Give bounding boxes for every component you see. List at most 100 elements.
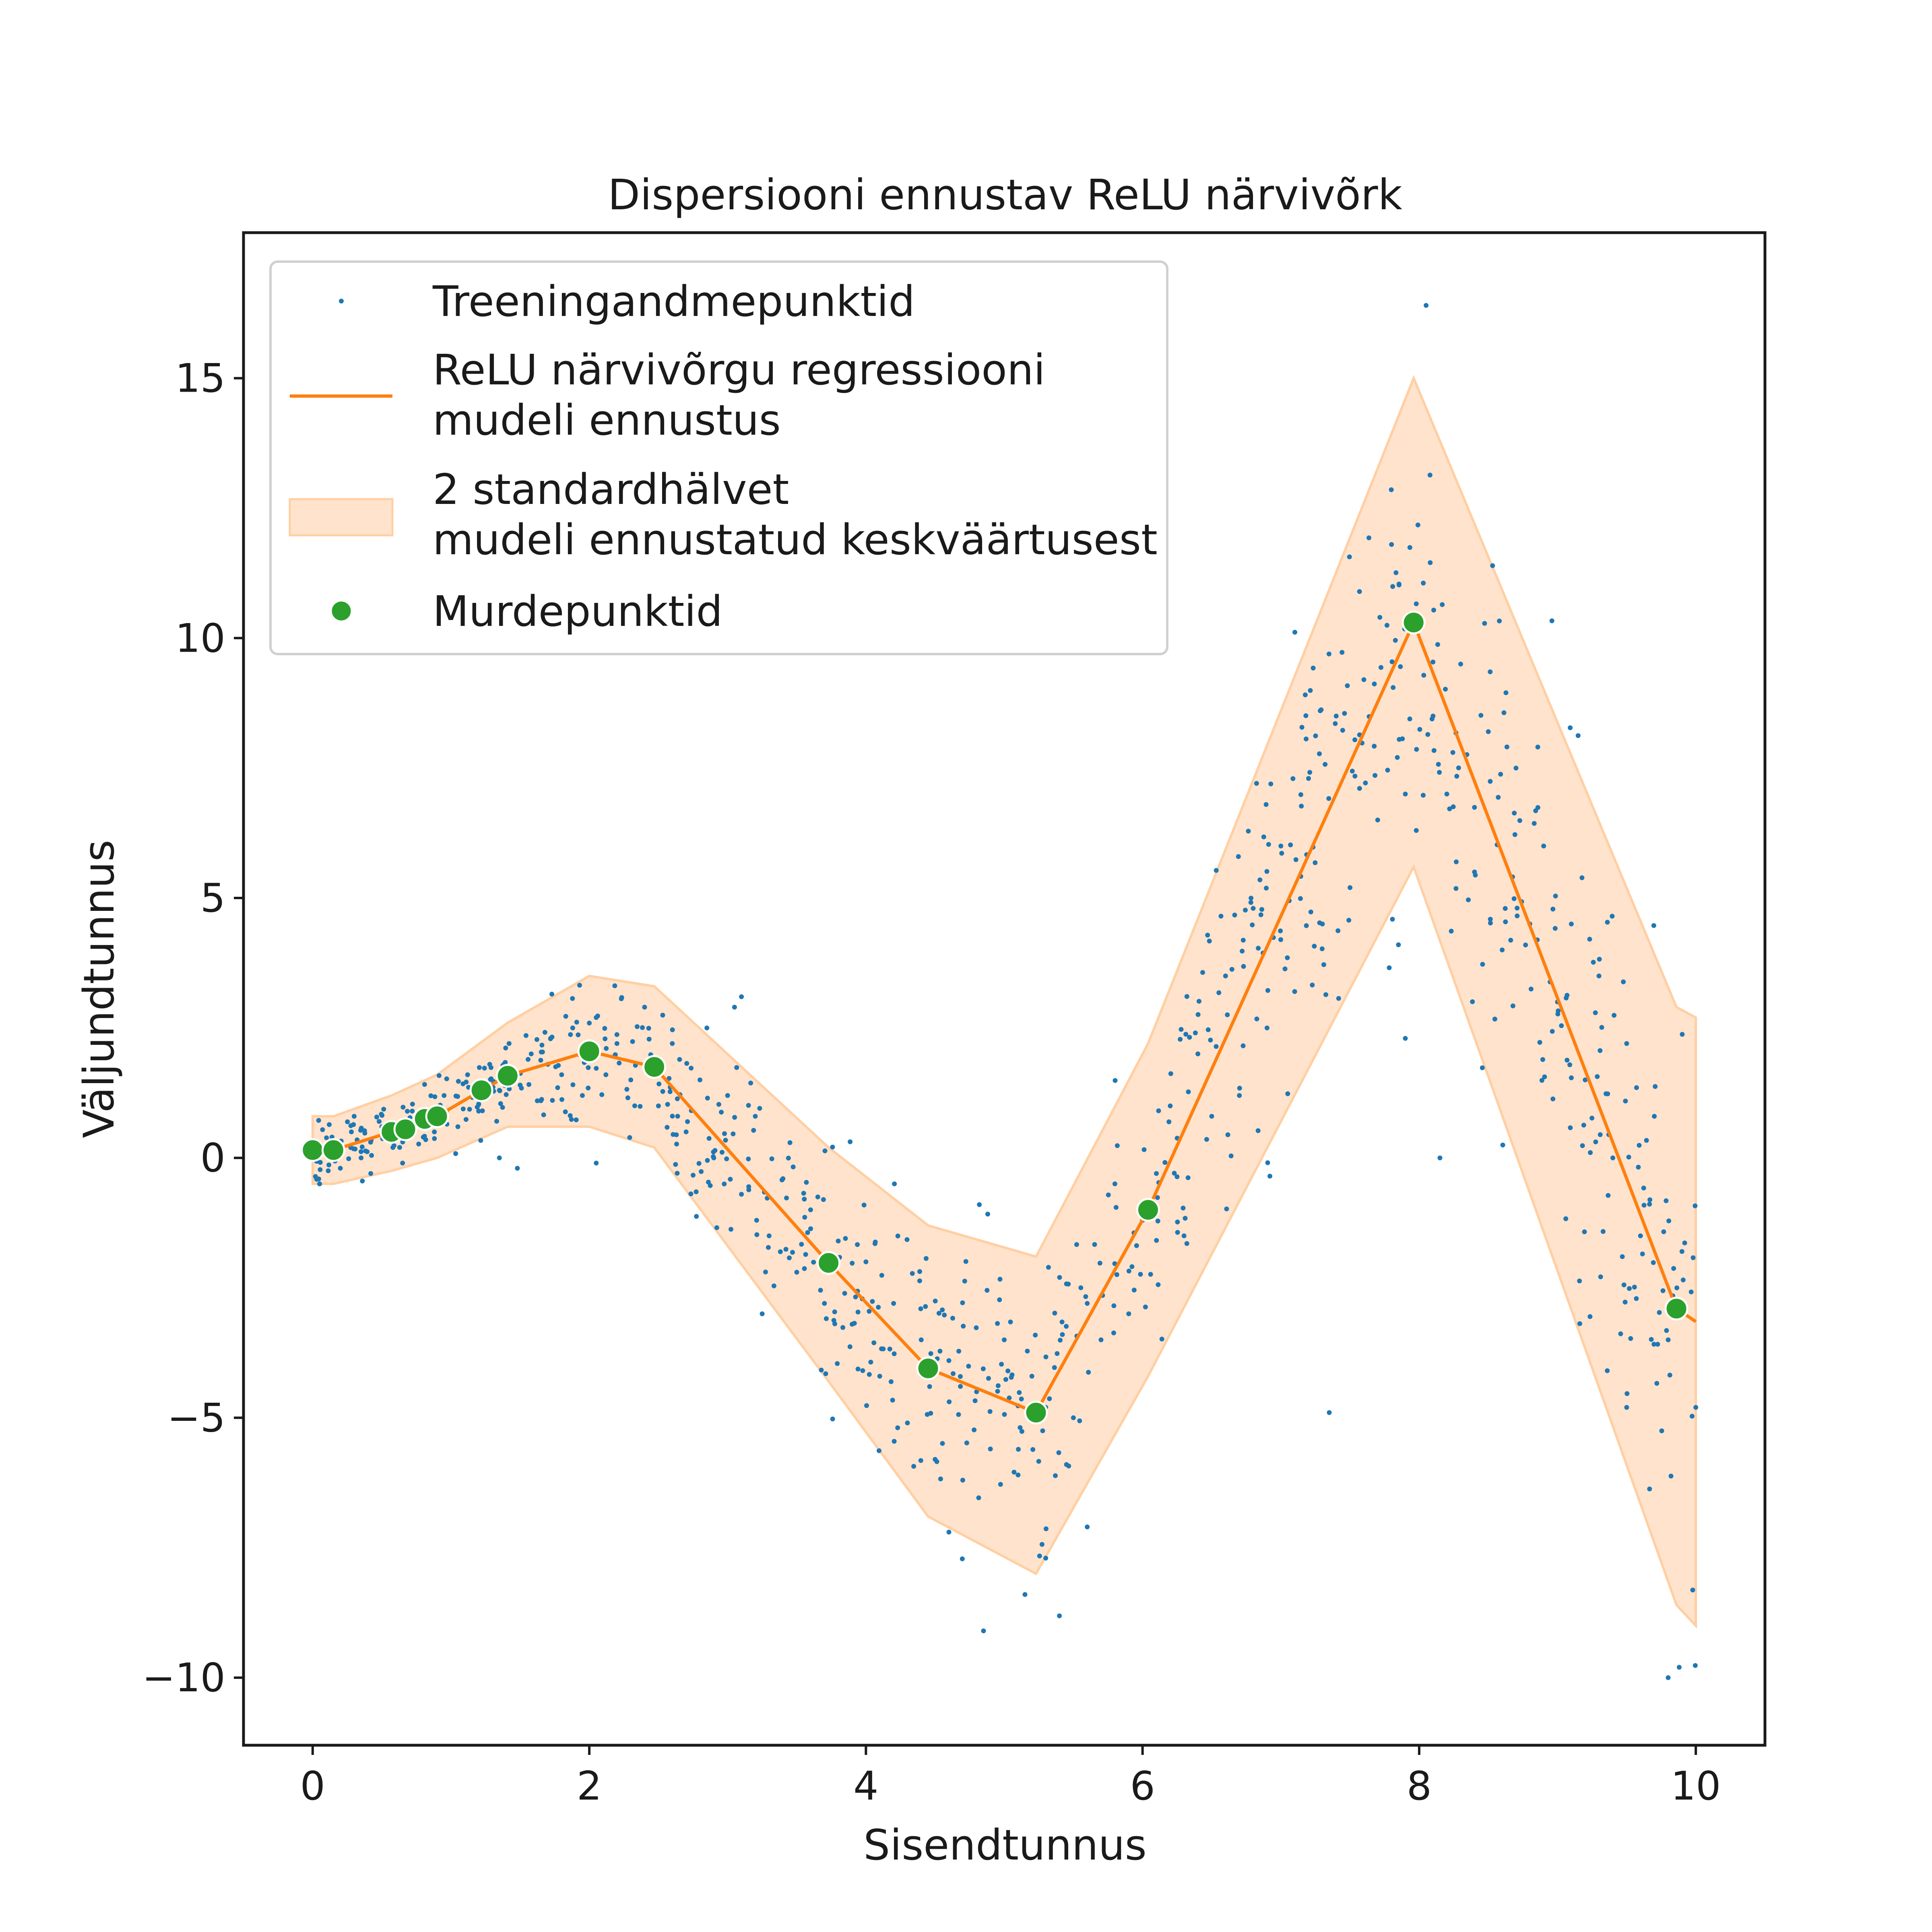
training-point — [1605, 920, 1610, 925]
training-point — [1335, 928, 1341, 933]
training-point — [1395, 755, 1400, 760]
training-point — [1443, 687, 1448, 692]
training-point — [480, 1108, 485, 1113]
training-point — [455, 1124, 460, 1129]
training-point — [1056, 1450, 1061, 1455]
training-point — [748, 1080, 753, 1086]
training-point — [1671, 1266, 1676, 1271]
training-point — [822, 1301, 827, 1306]
training-point — [1066, 1463, 1071, 1469]
training-point — [1019, 1429, 1024, 1434]
training-point — [318, 1160, 323, 1165]
training-point — [946, 1358, 952, 1363]
training-point — [1092, 1242, 1097, 1247]
training-point — [1025, 1348, 1030, 1354]
training-point — [940, 1307, 945, 1313]
training-point — [1007, 1395, 1012, 1401]
training-point — [724, 1156, 729, 1162]
training-point — [867, 1309, 872, 1314]
training-point — [1488, 779, 1493, 784]
training-point — [1241, 937, 1246, 943]
training-point — [1254, 781, 1259, 786]
training-point — [500, 1105, 505, 1110]
training-point — [685, 1119, 690, 1124]
training-point — [519, 1086, 524, 1091]
training-point — [594, 1160, 599, 1166]
training-point — [876, 1305, 881, 1310]
training-point — [568, 1113, 573, 1118]
training-point — [586, 1065, 591, 1070]
training-point — [1052, 1365, 1057, 1370]
training-point — [1264, 886, 1269, 891]
training-point — [1036, 1459, 1041, 1464]
training-point — [1261, 834, 1266, 840]
training-point — [381, 1106, 386, 1112]
training-point — [938, 1476, 943, 1482]
training-point — [1447, 806, 1452, 811]
training-point — [617, 1061, 622, 1066]
training-point — [1129, 1264, 1135, 1269]
training-point — [541, 1112, 546, 1117]
training-point — [1307, 770, 1313, 775]
training-point — [614, 1032, 619, 1037]
training-point — [1605, 1368, 1610, 1373]
training-point — [1512, 811, 1517, 816]
training-point — [802, 1197, 807, 1202]
training-point — [539, 1049, 544, 1055]
training-point — [570, 1025, 575, 1030]
training-point — [1214, 868, 1219, 873]
training-point — [1043, 1354, 1049, 1360]
training-point — [1626, 1154, 1631, 1160]
training-point — [1241, 1043, 1246, 1049]
training-point — [1327, 1410, 1332, 1415]
training-point — [1624, 1391, 1630, 1396]
training-point — [1453, 886, 1459, 891]
y-tick-label: 5 — [200, 875, 225, 921]
training-point — [556, 1063, 561, 1068]
training-point — [594, 1066, 599, 1071]
training-point — [705, 1096, 710, 1101]
training-point — [699, 1169, 704, 1174]
training-point — [602, 1026, 607, 1031]
training-point — [1303, 713, 1309, 718]
training-point — [1336, 996, 1341, 1001]
training-point — [497, 1088, 502, 1093]
training-point — [1085, 1524, 1090, 1530]
training-point — [719, 1110, 724, 1115]
training-point — [753, 1114, 758, 1119]
axes-frame — [242, 231, 1767, 1747]
training-point — [1595, 1074, 1600, 1079]
training-point — [754, 1218, 759, 1223]
training-point — [476, 1102, 481, 1107]
training-point — [799, 1242, 804, 1247]
training-point — [1304, 923, 1309, 928]
training-point — [997, 1277, 1003, 1282]
training-point — [1308, 688, 1313, 693]
training-point — [1387, 965, 1392, 970]
training-point — [1097, 1261, 1102, 1266]
training-point — [1403, 791, 1408, 797]
training-point — [1265, 988, 1270, 993]
training-point — [1313, 733, 1318, 739]
training-point — [400, 1160, 405, 1166]
training-point — [867, 1372, 872, 1377]
training-point — [635, 1024, 640, 1029]
training-point — [1579, 875, 1585, 880]
training-point — [1515, 906, 1520, 911]
training-point — [1064, 1324, 1069, 1329]
training-point — [963, 1259, 968, 1264]
training-point — [1541, 843, 1546, 848]
training-point — [327, 1122, 332, 1127]
breakpoint-marker — [301, 1138, 325, 1162]
training-point — [722, 1181, 727, 1187]
training-point — [1473, 873, 1478, 878]
training-point — [1179, 1027, 1184, 1032]
training-point — [1580, 1143, 1585, 1148]
training-point — [1414, 747, 1419, 752]
training-point — [1582, 1229, 1587, 1234]
training-point — [1581, 1123, 1586, 1128]
training-point — [338, 1166, 343, 1171]
training-point — [754, 1232, 760, 1237]
training-point — [1074, 1242, 1079, 1247]
